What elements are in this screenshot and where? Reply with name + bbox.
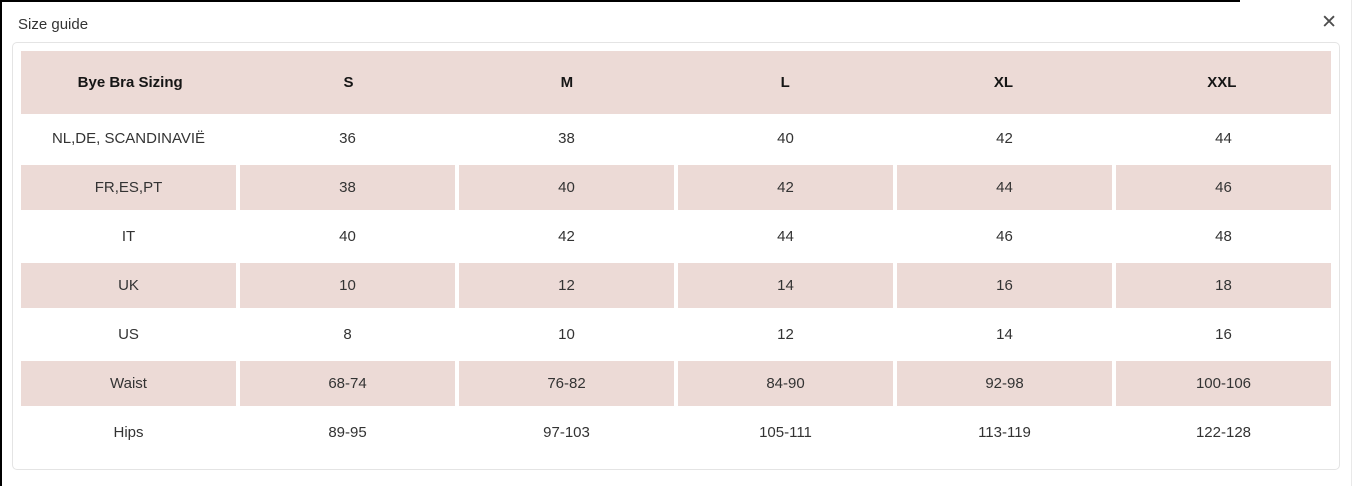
table-row: IT 40 42 44 46 48 — [21, 212, 1331, 261]
header-cell-label: Bye Bra Sizing — [77, 74, 183, 91]
row-value-cell: 89-95 — [328, 424, 367, 441]
row-value-cell: 42 — [558, 228, 575, 245]
row-value-cell: 48 — [1215, 228, 1232, 245]
row-value-cell: 100-106 — [1116, 361, 1331, 406]
row-value-cell: 46 — [996, 228, 1013, 245]
row-value-cell: 38 — [240, 165, 455, 210]
row-value-cell: 40 — [339, 228, 356, 245]
table-row: NL,DE, SCANDINAVIË 36 38 40 42 44 — [21, 114, 1331, 163]
row-value-cell: 18 — [1116, 263, 1331, 308]
header-cell-size: L — [780, 74, 790, 91]
row-value-cell: 40 — [459, 165, 674, 210]
row-value-cell: 44 — [777, 228, 794, 245]
row-value-cell: 92-98 — [897, 361, 1112, 406]
row-value-cell: 76-82 — [459, 361, 674, 406]
row-label-cell: FR,ES,PT — [21, 165, 236, 210]
row-value-cell: 44 — [1215, 130, 1232, 147]
table-row: Waist 68-74 76-82 84-90 92-98 100-106 — [21, 359, 1331, 408]
row-value-cell: 113-119 — [978, 424, 1031, 441]
row-value-cell: 12 — [777, 326, 794, 343]
row-label-cell: UK — [21, 263, 236, 308]
row-value-cell: 8 — [343, 326, 352, 343]
row-label-cell: Hips — [113, 424, 144, 441]
row-label-cell: US — [118, 326, 139, 343]
row-value-cell: 105-111 — [759, 424, 812, 441]
row-label-cell: Waist — [21, 361, 236, 406]
row-value-cell: 14 — [996, 326, 1013, 343]
row-value-cell: 40 — [777, 130, 794, 147]
row-value-cell: 42 — [678, 165, 893, 210]
header-cell-size: S — [343, 74, 354, 91]
table-body: NL,DE, SCANDINAVIË 36 38 40 42 44 FR,ES,PT 38 40… — [21, 114, 1331, 457]
size-guide-panel: Bye Bra Sizing S M L XL XXL NL,DE, SCANDINAVI… — [12, 42, 1340, 470]
row-value-cell: 46 — [1116, 165, 1331, 210]
row-value-cell: 84-90 — [678, 361, 893, 406]
size-table: Bye Bra Sizing S M L XL XXL NL,DE, SCANDINAVI… — [21, 51, 1331, 457]
row-value-cell: 36 — [339, 130, 356, 147]
row-label-cell: IT — [121, 228, 136, 245]
modal-title: Size guide — [18, 16, 89, 33]
row-value-cell: 16 — [1215, 326, 1232, 343]
row-value-cell: 10 — [558, 326, 575, 343]
header-cell-size: XL — [993, 74, 1014, 91]
table-header-row: Bye Bra Sizing S M L XL XXL — [21, 51, 1331, 114]
table-row: FR,ES,PT 38 40 42 44 46 — [21, 163, 1331, 212]
table-row: Hips 89-95 97-103 105-111 113-119 122-128 — [21, 408, 1331, 457]
row-value-cell: 68-74 — [240, 361, 455, 406]
row-value-cell: 38 — [558, 130, 575, 147]
row-value-cell: 97-103 — [543, 424, 590, 441]
header-cell-size: M — [560, 74, 574, 91]
row-value-cell: 12 — [459, 263, 674, 308]
header-cell-size: XXL — [1207, 74, 1237, 91]
row-value-cell: 42 — [996, 130, 1013, 147]
row-value-cell: 44 — [897, 165, 1112, 210]
page-left-edge — [0, 0, 2, 486]
close-icon[interactable]: ✕ — [1321, 12, 1337, 33]
table-row: US 8 10 12 14 16 — [21, 310, 1331, 359]
row-value-cell: 10 — [240, 263, 455, 308]
row-label-cell: NL,DE, SCANDINAVIË — [51, 130, 206, 147]
page-top-edge — [0, 0, 1240, 2]
row-value-cell: 14 — [678, 263, 893, 308]
row-value-cell: 16 — [897, 263, 1112, 308]
table-row: UK 10 12 14 16 18 — [21, 261, 1331, 310]
row-value-cell: 122-128 — [1195, 424, 1252, 441]
